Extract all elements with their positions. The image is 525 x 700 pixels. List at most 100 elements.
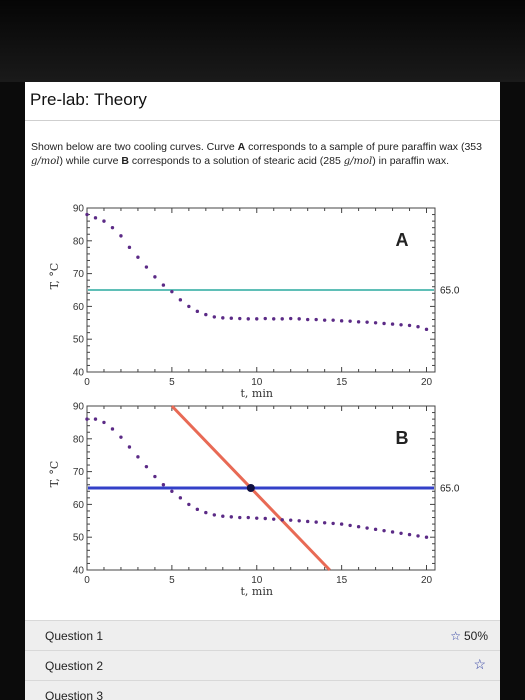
data-point [221,514,225,518]
desc-text-5: ) in paraffin wax. [372,155,450,167]
data-point [85,212,89,217]
y-tick-label: 50 [73,533,85,544]
data-point [153,474,157,479]
data-point [399,323,403,327]
data-point [297,317,301,321]
description: Shown below are two cooling curves. Curv… [31,140,491,169]
y-tick-label: 80 [73,236,85,247]
data-point [144,265,149,269]
x-tick-label: 20 [421,575,433,586]
data-point [373,527,378,532]
data-point [280,518,284,522]
data-point [297,519,301,523]
data-point [204,510,208,515]
data-point [339,319,344,323]
data-point [102,219,106,223]
y-axis-label: T, °C [48,263,61,290]
data-point [263,316,267,321]
question-label: Question 2 [45,659,104,673]
data-point [424,535,429,539]
data-point [187,304,191,309]
data-point [161,283,166,287]
desc-unit-2: g/mol [343,156,373,167]
desc-text-4: corresponds to a solution of stearic aci… [128,155,344,167]
data-point [289,316,293,321]
x-tick-label: 5 [169,575,175,586]
desc-curve-b: B [121,155,129,167]
y-tick-label: 50 [73,335,85,346]
data-point [93,417,98,421]
data-point [348,523,352,528]
desc-text-2: corresponds to a sample of pure paraffin… [245,141,482,153]
star-icon: ☆ [450,629,461,643]
x-axis-label: t, min [241,387,273,400]
curve-label: B [396,428,409,448]
data-point [229,316,233,320]
data-point [390,530,395,534]
plot-frame [86,405,436,571]
data-point [424,327,429,332]
y-tick-label: 40 [73,566,85,577]
data-point [221,316,225,320]
data-point [212,513,217,517]
data-point [272,517,276,521]
data-point [356,525,361,529]
desc-text-3: ) while curve [59,155,122,167]
x-tick-label: 0 [84,575,90,586]
question-label: Question 1 [45,629,104,643]
data-point [331,318,335,322]
x-axis-label: t, min [241,585,273,598]
data-point [339,522,344,526]
data-point [365,320,369,324]
desc-curve-a: A [237,141,246,153]
data-point [331,521,335,526]
question-row-1[interactable]: Question 1 ☆ 50% [25,620,500,651]
y-tick-label: 90 [73,204,85,215]
data-point [407,532,412,537]
y-tick-label: 40 [73,368,85,379]
data-point [314,317,318,322]
question-score: ☆ 50% [450,629,488,643]
intersection-point [246,484,255,492]
data-point [161,483,166,487]
data-point [416,534,420,538]
data-point [127,445,132,449]
data-point [119,435,123,439]
question-row-2[interactable]: Question 2 ☆ [25,650,500,681]
data-point [102,420,106,425]
y-tick-label: 80 [73,434,85,445]
data-point [187,502,191,507]
data-point [373,321,378,325]
data-point [416,325,420,329]
reference-line-label: 65.0 [440,286,460,297]
lab-page: Pre-lab: Theory Shown below are two cool… [25,82,500,700]
data-point [238,515,242,520]
data-point [119,234,123,238]
data-point [289,518,293,522]
data-point [195,507,200,512]
data-point [263,516,267,521]
x-tick-label: 10 [251,575,263,586]
x-tick-label: 10 [251,377,263,388]
cooling-curve-chart-a: 40 50 60 70 80 90 0 5 10 15 20 t, min T, °C 65.0 A [48,204,460,401]
data-point [212,315,217,319]
desc-unit-1: g/mol [31,156,60,167]
star-icon[interactable]: ☆ [473,656,486,672]
data-point [280,317,284,321]
data-point [127,245,132,250]
question-row-3[interactable]: Question 3 [25,680,500,700]
reference-line-label: 65.0 [440,484,460,495]
x-tick-label: 15 [336,575,348,586]
y-tick-label: 60 [73,500,85,511]
data-point [178,496,183,500]
data-point [322,521,327,525]
data-point [382,528,386,533]
data-point [255,317,259,321]
data-point [153,275,157,279]
data-point [144,464,149,469]
data-point [110,225,115,230]
data-point [322,318,327,322]
data-point [170,489,174,493]
data-point [229,515,233,519]
data-point [390,322,395,326]
